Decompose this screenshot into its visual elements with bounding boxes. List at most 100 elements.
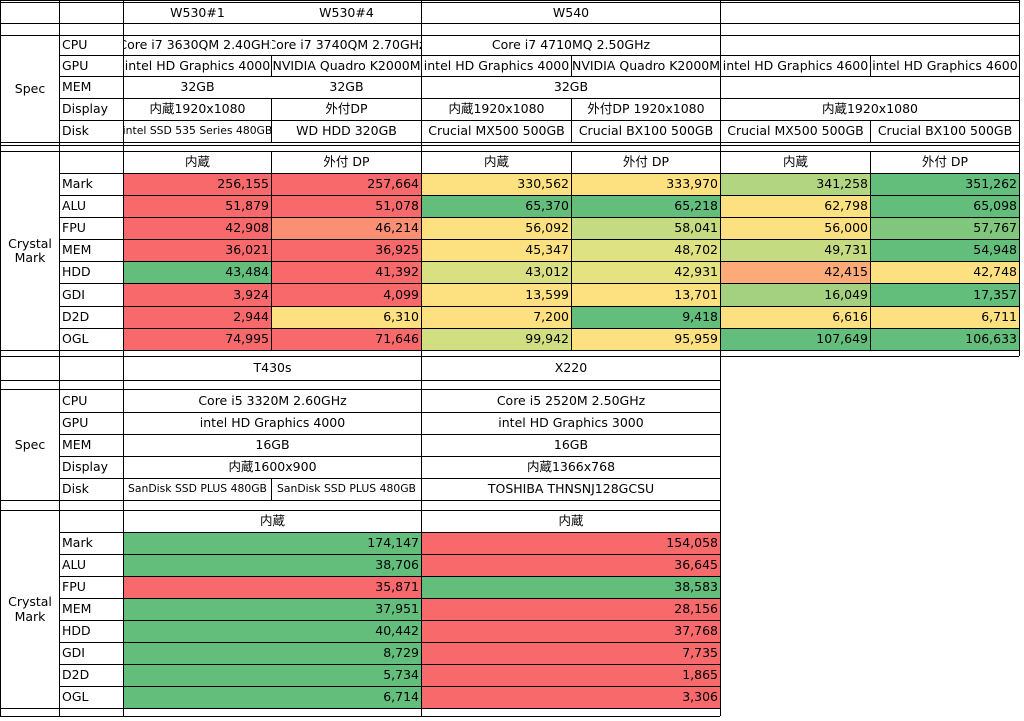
gpu-cell: intel HD Graphics 4000	[199, 415, 346, 431]
metric-label: D2D	[62, 667, 90, 683]
disk-cell: Crucial BX100 500GB	[578, 123, 714, 139]
bench-value: 37,768	[422, 621, 720, 642]
grid-line	[0, 356, 1, 716]
grid-line	[0, 142, 1019, 143]
bench-value: 42,415	[721, 262, 870, 283]
column-header: 内蔵	[184, 154, 210, 170]
grid-line	[59, 598, 720, 599]
metric-label: FPU	[62, 579, 86, 595]
bench-value: 56,092	[422, 218, 571, 239]
metric-label: GDI	[62, 645, 85, 661]
grid-line	[59, 412, 720, 413]
grid-line	[59, 195, 1019, 196]
disk-cell: intel SSD 535 Series 480GB	[124, 124, 271, 138]
grid-line	[59, 478, 720, 479]
bench-value: 7,735	[422, 643, 720, 664]
bench-value: 174,147	[124, 533, 421, 554]
bench-value: 256,155	[124, 174, 271, 195]
gpu-cell: intel HD Graphics 4600	[722, 57, 869, 73]
grid-line	[0, 145, 1019, 146]
grid-line	[0, 500, 720, 501]
grid-line	[1019, 0, 1020, 356]
grid-line	[59, 120, 1019, 121]
grid-line	[0, 0, 1, 356]
grid-line	[0, 356, 1019, 357]
laptop-header: X220	[554, 360, 588, 376]
cpu-cell: Core i7 4710MQ 2.50GHz	[491, 37, 651, 53]
grid-line	[0, 2, 1019, 3]
bench-value: 51,879	[124, 196, 271, 217]
column-header: 内蔵	[782, 154, 808, 170]
mem-cell: 32GB	[329, 79, 364, 95]
grid-line	[0, 716, 720, 717]
grid-line	[59, 328, 1019, 329]
gpu-cell: NVIDIA Quadro K2000M	[272, 57, 421, 73]
bench-value: 5,734	[124, 665, 421, 686]
bench-value: 36,021	[124, 240, 271, 261]
cpu-cell: Core i5 2520M 2.50GHz	[496, 392, 646, 408]
grid-line	[571, 120, 572, 142]
gpu-cell: NVIDIA Quadro K2000M	[572, 57, 720, 73]
bench-value: 54,948	[871, 240, 1019, 261]
bench-value: 42,748	[871, 262, 1019, 283]
grid-line	[59, 554, 720, 555]
row-label-gpu: GPU	[62, 57, 89, 73]
metric-label: Mark	[62, 176, 93, 192]
metric-label: MEM	[62, 242, 92, 258]
cpu-cell: Core i5 3320M 2.60GHz	[198, 392, 347, 408]
bench-value: 38,583	[422, 577, 720, 598]
bench-value: 351,262	[871, 174, 1019, 195]
mem-cell: 16GB	[255, 437, 290, 453]
metric-label: FPU	[62, 220, 86, 236]
row-label-disk: Disk	[62, 481, 89, 497]
bench-value: 2,944	[124, 307, 271, 328]
grid-line	[870, 151, 871, 350]
grid-line	[59, 98, 1019, 99]
column-header: 内蔵	[558, 513, 584, 529]
grid-line	[59, 239, 1019, 240]
grid-line	[123, 356, 124, 716]
laptop-header: T430s	[253, 360, 292, 376]
grid-line	[59, 642, 720, 643]
metric-label: OGL	[62, 689, 89, 705]
grid-line	[271, 120, 272, 142]
grid-line	[0, 380, 720, 381]
display-cell: 外付DP	[325, 101, 368, 117]
bench-value: 45,347	[422, 240, 571, 261]
bench-value: 43,484	[124, 262, 271, 283]
bench-value: 330,562	[422, 174, 571, 195]
laptop-header: W530#4	[319, 4, 374, 20]
grid-line	[0, 35, 1019, 36]
grid-line	[571, 55, 572, 76]
bench-value: 16,049	[721, 284, 870, 306]
grid-line	[59, 434, 720, 435]
bench-value: 341,258	[721, 174, 870, 195]
metric-label: D2D	[62, 309, 90, 325]
bench-value: 6,714	[124, 687, 421, 708]
metric-label: GDI	[62, 286, 85, 302]
bench-value: 106,633	[871, 329, 1019, 350]
bench-value: 8,729	[124, 643, 421, 664]
metric-label: HDD	[62, 264, 91, 280]
bench-value: 74,995	[124, 329, 271, 350]
bench-value: 333,970	[572, 174, 720, 195]
row-label-display: Display	[62, 101, 109, 117]
bench-value: 42,908	[124, 218, 271, 239]
bench-value: 65,370	[422, 196, 571, 217]
row-label-mem: MEM	[62, 79, 92, 95]
disk-cell: SanDisk SSD PLUS 480GB	[128, 482, 267, 496]
display-cell: 内蔵1600x900	[228, 459, 317, 475]
bench-value: 28,156	[422, 599, 720, 620]
bench-value: 51,078	[272, 196, 421, 217]
grid-line	[59, 620, 720, 621]
crystal-mark-label-line: Crystal	[8, 235, 52, 251]
bench-value: 40,442	[124, 621, 421, 642]
grid-line	[59, 306, 1019, 307]
bench-value: 6,616	[721, 307, 870, 328]
bench-value: 99,942	[422, 329, 571, 350]
spec-label: Spec	[14, 80, 46, 96]
bench-value: 37,951	[124, 599, 421, 620]
bench-value: 57,767	[871, 218, 1019, 239]
grid-line	[59, 76, 1019, 77]
